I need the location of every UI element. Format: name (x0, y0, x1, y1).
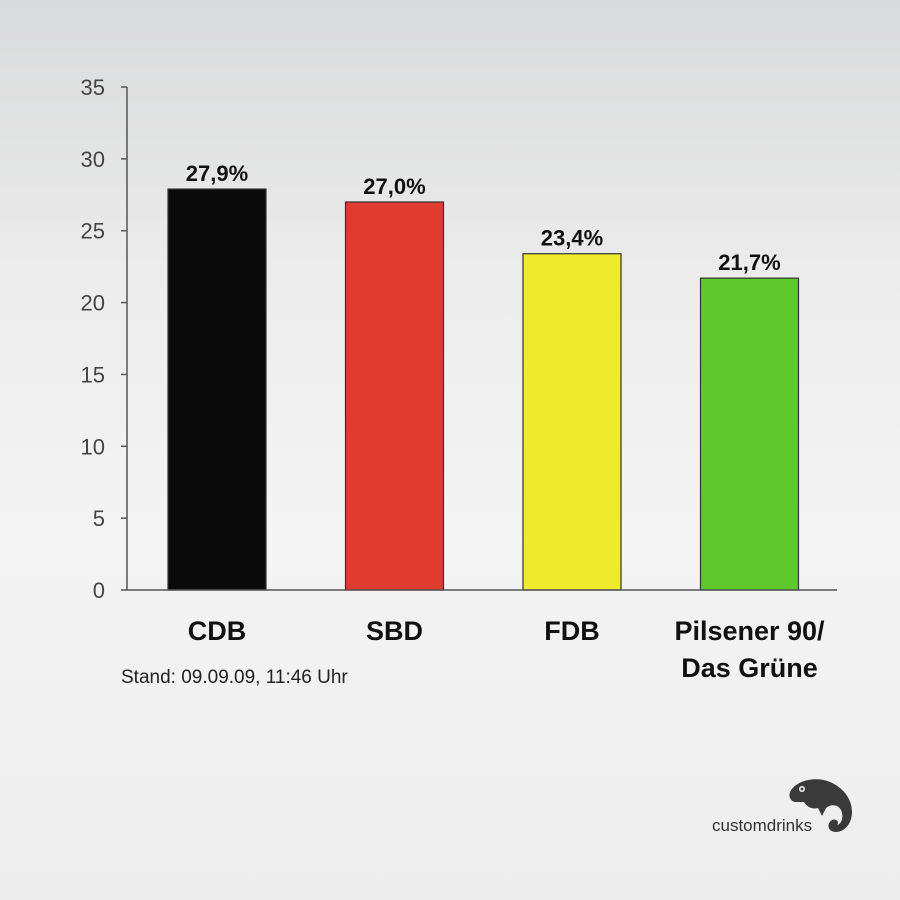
y-tick-label: 30 (81, 147, 105, 172)
y-tick-label: 20 (81, 291, 105, 316)
y-tick-label: 10 (81, 434, 105, 459)
bars: 27,9% 27,0% 23,4% 21,7% (167, 161, 800, 591)
x-tick-label: CDB (188, 616, 247, 646)
data-label: 21,7% (718, 250, 780, 275)
data-label: 27,9% (186, 161, 248, 186)
y-axis: 0 5 10 15 20 25 30 35 (81, 75, 128, 603)
x-tick-label: Pilsener 90/Das Grüne (674, 616, 825, 683)
x-tick-label: SBD (366, 616, 423, 646)
bar-chart: 0 5 10 15 20 25 30 35 27,9% 27,0% 23,4% 21,7% CDB S… (81, 75, 837, 683)
bar (344, 201, 445, 591)
data-label: 27,0% (363, 174, 425, 199)
bar (167, 188, 267, 591)
chameleon-icon (789, 779, 852, 832)
bar (699, 277, 800, 591)
bar (522, 253, 622, 591)
brand-name: customdrinks (712, 816, 813, 835)
x-tick-label: FDB (544, 616, 600, 646)
y-tick-label: 15 (81, 362, 105, 387)
y-tick-label: 25 (81, 219, 105, 244)
data-label: 23,4% (541, 226, 603, 251)
y-tick-label: 0 (93, 578, 105, 603)
timestamp-footnote: Stand: 09.09.09, 11:46 Uhr (121, 667, 348, 688)
x-axis: CDB SBD FDB Pilsener 90/Das Grüne (127, 589, 837, 683)
y-tick-label: 5 (93, 506, 105, 531)
y-tick-label: 35 (81, 75, 105, 100)
